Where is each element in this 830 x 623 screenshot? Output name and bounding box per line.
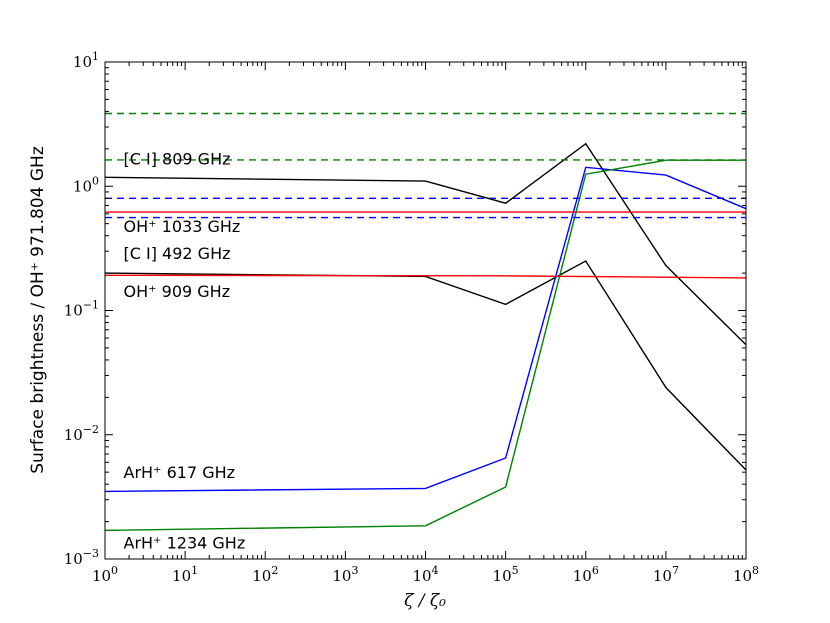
x-tick-label: 107 [653,564,679,585]
annotation-label-4: OH⁺ 909 GHz [124,282,231,301]
plot-frame [104,61,747,560]
series-line-1 [104,142,747,346]
series-line-5 [104,166,747,493]
y-tick-label: 10−1 [64,299,99,320]
annotation-label-5: ArH⁺ 617 GHz [124,463,236,482]
y-tick-label: 101 [73,50,99,71]
x-tick-label: 100 [92,564,118,585]
annotation-label-6: ArH⁺ 1234 GHz [124,533,246,552]
x-tick-label: 104 [412,564,438,585]
y-tick-label: 10−2 [64,423,99,444]
x-tick-label: 102 [252,564,278,585]
x-tick-label: 106 [573,564,599,585]
series-layer [104,112,747,532]
annotation-layer: [C I] 809 GHz OH⁺ 1033 GHz [C I] 492 GHz OH… [124,149,246,552]
y-tick-label: 10−3 [64,547,99,568]
y-axis-label: Surface brightness / OH⁺ 971.804 GHz [28,146,48,474]
x-tick-label: 108 [733,564,759,585]
annotation-label-3: [C I] 492 GHz [124,244,231,263]
x-axis-label: ζ / ζ₀ [404,591,446,611]
annotation-label-1: [C I] 809 GHz [124,149,231,168]
x-tick-label: 103 [332,564,358,585]
series-line-6 [104,159,746,532]
tick-layer: 100 101 102 103 104 105 106 107 108 10−3 10−2 10−1 1… [64,50,759,585]
x-tick-label: 105 [493,564,519,585]
x-tick-label: 101 [172,564,198,585]
y-tick-label: 100 [73,174,99,195]
annotation-label-2: OH⁺ 1033 GHz [124,217,241,236]
series-line-4 [104,274,747,279]
